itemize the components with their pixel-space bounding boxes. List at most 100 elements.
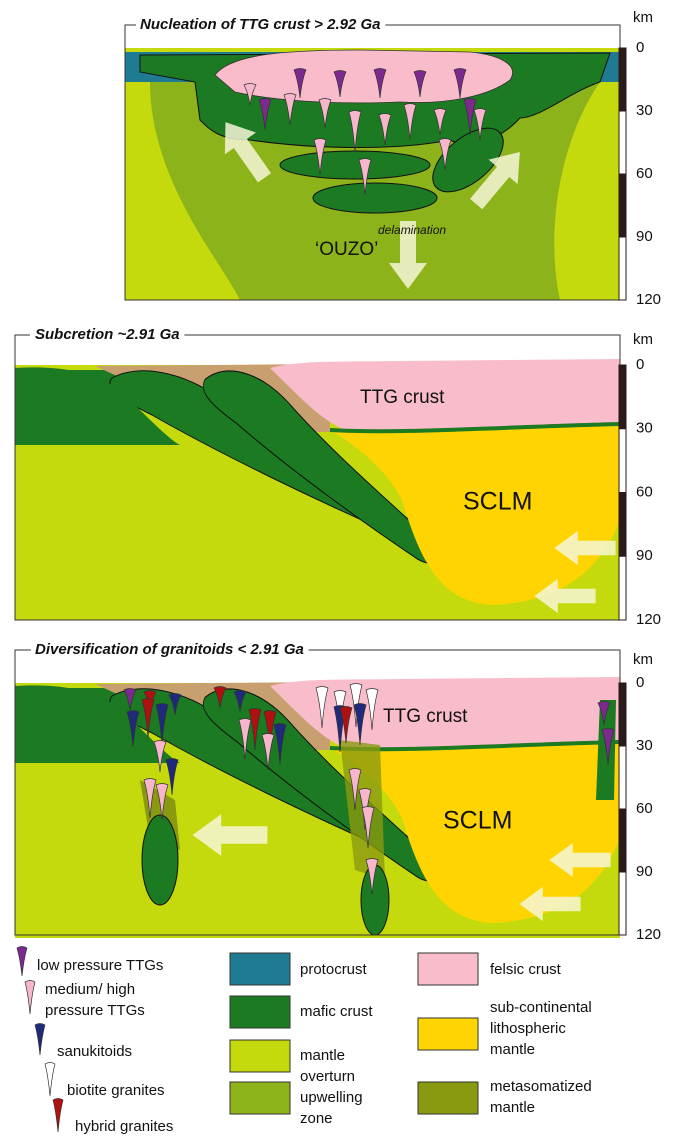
granitoid-drop xyxy=(315,686,329,729)
granitoid-drop xyxy=(165,758,179,796)
unit-label: km xyxy=(633,9,653,26)
granitoid-drop xyxy=(168,693,182,716)
granitoid-drop xyxy=(373,68,387,99)
depth-label: 90 xyxy=(636,228,653,245)
depth-label: 90 xyxy=(636,547,653,564)
depth-label: 120 xyxy=(636,291,661,308)
region-label: SCLM xyxy=(463,488,532,516)
granitoid-drop xyxy=(24,980,36,1015)
unit-label: km xyxy=(633,331,653,348)
scale-bar xyxy=(618,173,627,238)
legend-label: pressure TTGs xyxy=(45,1002,145,1019)
granitoid-drop xyxy=(413,70,427,98)
scale-bar xyxy=(618,808,627,873)
granitoid-drop xyxy=(318,98,332,129)
legend-label: sanukitoids xyxy=(57,1043,132,1060)
scale-bar xyxy=(618,745,627,810)
granitoid-drop xyxy=(433,108,447,136)
granitoid-drop xyxy=(453,68,467,99)
depth-label: 30 xyxy=(636,737,653,754)
granitoid-drop xyxy=(313,138,327,176)
granitoid-drop xyxy=(333,70,347,98)
granitoid-drop xyxy=(283,93,297,126)
granitoid-drop xyxy=(438,138,452,171)
region-label: ‘OUZO’ xyxy=(315,239,378,260)
depth-label: 60 xyxy=(636,800,653,817)
panel-2: TTG crust SCLM Subcretion ~2.91 Ga km xyxy=(15,321,653,620)
granitoid-drop xyxy=(403,103,417,141)
panel-title: Nucleation of TTG crust > 2.92 Ga xyxy=(140,16,380,33)
granitoid-drop xyxy=(153,740,167,773)
legend-label: hybrid granites xyxy=(75,1118,173,1135)
depth-label: 60 xyxy=(636,165,653,182)
legend-label: mafic crust xyxy=(300,1003,373,1020)
process-label: delamination xyxy=(378,223,446,237)
depth-label: 120 xyxy=(636,926,661,943)
granitoid-drop xyxy=(273,723,287,766)
depth-label: 0 xyxy=(636,674,644,691)
granitoid-drop xyxy=(248,708,262,751)
granitoid-drop xyxy=(44,1062,56,1097)
legend-label: protocrust xyxy=(300,961,368,978)
unit-label: km xyxy=(633,651,653,668)
panel-title: Subcretion ~2.91 Ga xyxy=(35,326,180,343)
legend-label: mantle xyxy=(490,1041,535,1058)
legend-label: mantle xyxy=(300,1047,345,1064)
depth-label: 0 xyxy=(636,39,644,56)
granitoid-drop xyxy=(339,706,353,744)
legend-label: felsic crust xyxy=(490,961,562,978)
legend-label: metasomatized xyxy=(490,1078,592,1095)
granitoid-drop xyxy=(353,703,367,746)
scale-bar xyxy=(618,492,627,557)
legend-label: upwelling xyxy=(300,1089,363,1106)
depth-label: 60 xyxy=(636,483,653,500)
legend-label: lithospheric xyxy=(490,1020,566,1037)
granitoid-drop xyxy=(238,718,252,761)
granitoid-drop xyxy=(243,83,257,106)
granitoid-drop xyxy=(601,728,615,766)
granitoid-drop xyxy=(141,698,155,739)
granitoid-drop xyxy=(123,688,137,711)
granitoid-drop xyxy=(261,733,275,771)
scale-bar xyxy=(618,555,627,621)
scale-bar xyxy=(618,364,627,430)
depth-label: 30 xyxy=(636,102,653,119)
granitoid-drop xyxy=(293,68,307,99)
granitoid-drop xyxy=(348,110,362,153)
granitoid-drop xyxy=(233,690,247,713)
legend-label: medium/ high xyxy=(45,981,135,998)
granitoid-drop xyxy=(473,108,487,141)
panel-1: ‘OUZO’ delamination Nucleation of TTG cr… xyxy=(124,9,653,301)
granitoid-drop xyxy=(258,98,272,131)
granitoid-drop xyxy=(34,1023,46,1056)
granitoid-drop xyxy=(597,701,611,726)
scale-bar xyxy=(618,110,627,175)
granitoid-drop xyxy=(263,710,277,751)
scale-bar xyxy=(618,682,627,747)
region-label: TTG crust xyxy=(360,387,445,408)
region-label: SCLM xyxy=(443,807,512,835)
granitoid-drop xyxy=(16,946,28,977)
granitoid-drop xyxy=(213,686,227,709)
scale-bar xyxy=(618,47,627,112)
depth-label: 0 xyxy=(636,356,644,373)
legend xyxy=(229,952,479,1115)
depth-label: 90 xyxy=(636,863,653,880)
granitoid-drop xyxy=(143,778,157,819)
depth-label: 120 xyxy=(636,611,661,628)
legend-label: low pressure TTGs xyxy=(37,957,163,974)
panel-3: TTG crust SCLM Diversification of granit… xyxy=(15,636,653,938)
scale-bar xyxy=(618,236,627,301)
granitoid-drop xyxy=(378,113,392,146)
granitoid-drop xyxy=(361,806,375,849)
legend-label: zone xyxy=(300,1110,333,1127)
granitoid-drop xyxy=(358,158,372,196)
granitoid-drop xyxy=(52,1098,64,1133)
legend-label: mantle xyxy=(490,1099,535,1116)
granitoid-drop xyxy=(155,703,169,746)
granitoid-drop xyxy=(365,688,379,731)
granitoid-drop xyxy=(155,783,169,821)
granitoid-drop xyxy=(463,98,477,136)
legend-label: overturn xyxy=(300,1068,355,1085)
